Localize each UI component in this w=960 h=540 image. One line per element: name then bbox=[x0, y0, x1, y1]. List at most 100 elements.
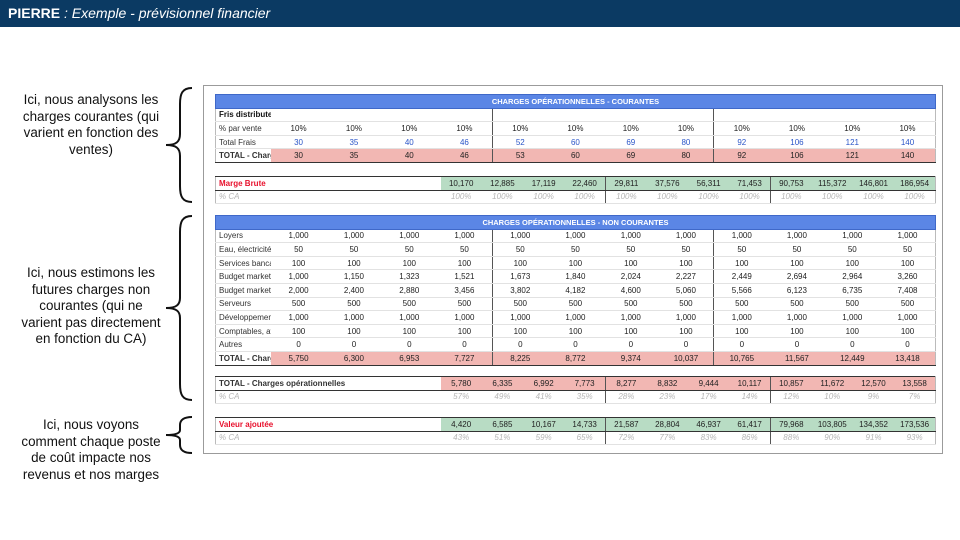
table-cell[interactable]: 46,937 bbox=[687, 417, 730, 432]
table-cell[interactable]: 1,000 bbox=[713, 229, 770, 244]
table-cell[interactable]: 6,992 bbox=[523, 376, 565, 391]
table-cell[interactable]: 0 bbox=[437, 337, 493, 352]
table-cell[interactable]: 10% bbox=[326, 121, 382, 136]
table-cell[interactable]: 50 bbox=[880, 242, 936, 257]
table-cell[interactable]: 80 bbox=[658, 148, 714, 163]
table-cell[interactable]: 79,968 bbox=[769, 417, 812, 432]
table-cell[interactable]: 4,600 bbox=[603, 283, 659, 298]
table-cell[interactable]: 100 bbox=[880, 324, 936, 339]
table-cell[interactable]: 50 bbox=[547, 242, 604, 257]
table-cell[interactable]: 40 bbox=[381, 148, 437, 163]
table-cell[interactable]: 0 bbox=[769, 337, 825, 352]
table-cell[interactable]: 10% bbox=[824, 121, 880, 136]
table-cell[interactable]: 14% bbox=[729, 390, 771, 405]
table-cell[interactable]: 17% bbox=[687, 390, 730, 405]
table-cell[interactable]: 35% bbox=[564, 390, 606, 405]
table-cell[interactable]: 5,780 bbox=[440, 376, 482, 391]
table-cell[interactable]: 1,000 bbox=[270, 310, 327, 325]
table-cell[interactable]: 50 bbox=[658, 242, 714, 257]
table-cell[interactable]: 80 bbox=[658, 135, 714, 150]
table-cell[interactable]: 10% bbox=[270, 121, 327, 136]
table-cell[interactable]: 7,773 bbox=[564, 376, 606, 391]
table-cell[interactable]: 50 bbox=[270, 242, 327, 257]
table-cell[interactable]: 1,000 bbox=[547, 310, 604, 325]
table-cell[interactable] bbox=[491, 108, 548, 123]
table-cell[interactable]: 1,840 bbox=[547, 269, 604, 284]
table-cell[interactable] bbox=[769, 108, 825, 123]
table-cell[interactable]: 173,536 bbox=[894, 417, 937, 432]
table-cell[interactable]: 140 bbox=[880, 148, 936, 163]
table-cell[interactable]: 500 bbox=[658, 297, 714, 312]
table-cell[interactable]: 53 bbox=[491, 148, 548, 163]
table-cell[interactable]: 46 bbox=[437, 148, 493, 163]
table-cell[interactable]: 10% bbox=[381, 121, 437, 136]
table-cell[interactable]: 8,772 bbox=[547, 350, 604, 366]
table-cell[interactable]: 1,000 bbox=[381, 229, 437, 244]
table-cell[interactable]: 72% bbox=[604, 431, 647, 446]
table-cell[interactable]: 1,000 bbox=[880, 310, 936, 325]
table-cell[interactable]: 100% bbox=[894, 190, 937, 205]
table-cell[interactable]: 2,227 bbox=[658, 269, 714, 284]
table-cell[interactable]: 500 bbox=[880, 297, 936, 312]
table-cell[interactable]: 1,000 bbox=[270, 269, 327, 284]
table-cell[interactable]: 186,954 bbox=[894, 176, 937, 191]
table-cell[interactable]: 50 bbox=[769, 242, 825, 257]
table-cell[interactable]: 60 bbox=[547, 135, 604, 150]
table-cell[interactable]: 4,420 bbox=[440, 417, 482, 432]
table-cell[interactable]: 0 bbox=[880, 337, 936, 352]
table-cell[interactable]: 41% bbox=[523, 390, 565, 405]
table-cell[interactable]: 86% bbox=[729, 431, 771, 446]
table-cell[interactable]: 21,587 bbox=[604, 417, 647, 432]
table-cell[interactable]: 500 bbox=[437, 297, 493, 312]
table-cell[interactable]: 69 bbox=[603, 148, 659, 163]
table-cell[interactable]: 100 bbox=[603, 256, 659, 271]
table-cell[interactable]: 17,119 bbox=[523, 176, 565, 191]
table-cell[interactable]: 35 bbox=[326, 148, 382, 163]
table-cell[interactable]: 10% bbox=[769, 121, 825, 136]
table-cell[interactable]: 10,037 bbox=[658, 350, 714, 366]
table-cell[interactable]: 35 bbox=[326, 135, 382, 150]
table-cell[interactable]: 106 bbox=[769, 135, 825, 150]
table-cell[interactable]: 10,117 bbox=[729, 376, 771, 391]
table-cell[interactable]: 61,417 bbox=[729, 417, 771, 432]
table-cell[interactable]: 100 bbox=[713, 256, 770, 271]
table-cell[interactable]: 13,558 bbox=[894, 376, 937, 391]
table-cell[interactable]: 1,521 bbox=[437, 269, 493, 284]
table-cell[interactable]: 6,335 bbox=[481, 376, 524, 391]
table-cell[interactable]: 6,585 bbox=[481, 417, 524, 432]
table-cell[interactable]: 12% bbox=[769, 390, 812, 405]
table-cell[interactable]: 100 bbox=[326, 256, 382, 271]
table-cell[interactable]: 100 bbox=[880, 256, 936, 271]
table-cell[interactable]: 100% bbox=[440, 190, 482, 205]
table-cell[interactable]: 500 bbox=[491, 297, 548, 312]
table-cell[interactable]: 1,000 bbox=[491, 310, 548, 325]
table-cell[interactable]: 2,449 bbox=[713, 269, 770, 284]
table-cell[interactable]: 10% bbox=[491, 121, 548, 136]
table-cell[interactable]: 92 bbox=[713, 135, 770, 150]
table-cell[interactable]: 100 bbox=[658, 324, 714, 339]
table-cell[interactable]: 500 bbox=[270, 297, 327, 312]
table-cell[interactable]: 50 bbox=[603, 242, 659, 257]
table-cell[interactable]: 12,885 bbox=[481, 176, 524, 191]
table-cell[interactable]: 100 bbox=[547, 256, 604, 271]
table-cell[interactable]: 100 bbox=[491, 256, 548, 271]
table-cell[interactable]: 500 bbox=[713, 297, 770, 312]
table-cell[interactable]: 100 bbox=[326, 324, 382, 339]
table-cell[interactable]: 50 bbox=[491, 242, 548, 257]
table-cell[interactable]: 100 bbox=[437, 324, 493, 339]
table-cell[interactable]: 1,000 bbox=[824, 229, 880, 244]
table-cell[interactable]: 12,570 bbox=[852, 376, 895, 391]
table-cell[interactable]: 50 bbox=[437, 242, 493, 257]
table-cell[interactable]: 0 bbox=[713, 337, 770, 352]
table-cell[interactable]: 500 bbox=[824, 297, 880, 312]
table-cell[interactable]: 0 bbox=[491, 337, 548, 352]
table-cell[interactable]: 146,801 bbox=[852, 176, 895, 191]
table-cell[interactable]: 1,000 bbox=[603, 310, 659, 325]
table-cell[interactable]: 1,000 bbox=[437, 310, 493, 325]
table-cell[interactable]: 106 bbox=[769, 148, 825, 163]
table-cell[interactable]: 13,418 bbox=[880, 350, 936, 366]
table-cell[interactable]: 10,167 bbox=[523, 417, 565, 432]
table-cell[interactable]: 1,000 bbox=[381, 310, 437, 325]
table-cell[interactable]: 500 bbox=[381, 297, 437, 312]
table-cell[interactable]: 37,576 bbox=[646, 176, 688, 191]
